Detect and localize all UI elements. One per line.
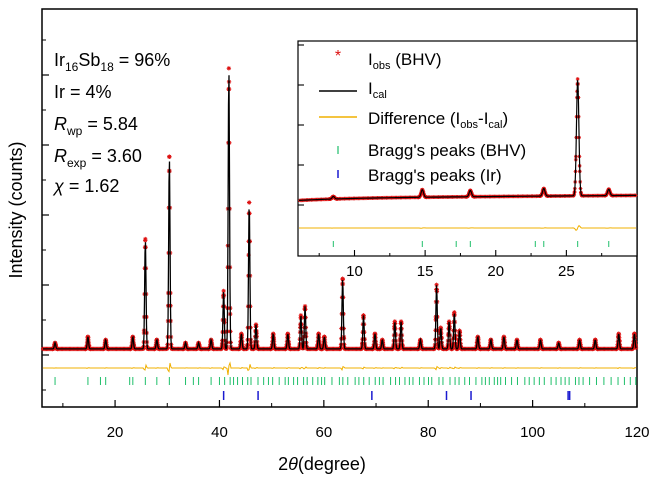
- legend-label-difference: Difference (Iobs-Ical): [368, 109, 508, 131]
- inset-bragg-ticks: [332, 241, 610, 247]
- x-tick-label: 20: [107, 424, 124, 441]
- x-tick-label: 40: [211, 424, 228, 441]
- legend-label-calculated: Ical: [368, 79, 387, 101]
- x-tick-label: 80: [420, 424, 437, 441]
- observed-point: [167, 154, 172, 159]
- difference-line: [43, 361, 637, 376]
- observed-point: [340, 276, 345, 281]
- legend-entry-observed: * Iobs (BHV): [335, 48, 442, 72]
- main-x-tick-labels: 20 40 60 80 100 120: [107, 424, 650, 441]
- phase-fraction-ir: Ir = 4%: [54, 82, 112, 102]
- legend-entry-difference: Difference (Iobs-Ical): [319, 109, 508, 131]
- inset-x-tick-label: 15: [417, 263, 434, 280]
- observed-point: [434, 282, 439, 288]
- x-tick-label: 120: [624, 424, 649, 441]
- stat-rwp: Rwp = 5.84: [54, 114, 138, 138]
- stat-rexp: Rexp = 3.60: [54, 146, 142, 170]
- legend-label-bragg-ir: Bragg's peaks (Ir): [368, 166, 502, 185]
- observed-point: [143, 236, 148, 242]
- x-tick-label: 60: [315, 424, 332, 441]
- legend-marker-observed: *: [335, 48, 341, 65]
- inset-axis-ticks: [298, 44, 603, 256]
- inset-calculated-line: [299, 80, 636, 201]
- observed-point: [226, 66, 232, 71]
- main-axis-ticks: [42, 39, 638, 407]
- legend-entry-bragg-bhv: Bragg's peaks (BHV): [337, 141, 526, 160]
- y-axis-title: Intensity (counts): [6, 141, 26, 278]
- inset-x-tick-labels: 10 15 20 25: [346, 263, 575, 280]
- x-tick-label: 100: [520, 424, 545, 441]
- stat-chi: χ = 1.62: [52, 176, 119, 196]
- calculated-line: [43, 75, 637, 351]
- inset-x-tick-label: 20: [487, 263, 504, 280]
- observed-point: [302, 304, 308, 309]
- observed-point: [452, 310, 457, 315]
- main-calculated-curve: [43, 75, 637, 351]
- main-difference-curve: [43, 361, 637, 376]
- legend-entry-calculated: Ical: [319, 79, 387, 101]
- inset-difference-curve: [299, 224, 636, 231]
- x-axis-title: 2θ(degree): [278, 454, 366, 474]
- legend-label-observed: Iobs (BHV): [368, 50, 441, 72]
- inset-x-tick-label: 10: [346, 263, 363, 280]
- inset-plot-frame: [297, 40, 638, 257]
- observed-point: [221, 288, 226, 294]
- inset-legend: * Iobs (BHV) Ical Difference (Iobs-Ical)…: [319, 48, 526, 185]
- inset-x-tick-label: 25: [558, 263, 575, 280]
- legend-label-bragg-bhv: Bragg's peaks (BHV): [368, 141, 526, 160]
- observed-point: [361, 313, 366, 318]
- inset-observed-point: [575, 77, 580, 81]
- phase-fraction-ir16sb18: Ir16Sb18 = 96%: [54, 50, 170, 74]
- inset-calculated-curve: [299, 80, 636, 201]
- inset-difference-line: [299, 224, 636, 231]
- legend-entry-bragg-ir: Bragg's peaks (Ir): [337, 166, 502, 185]
- observed-point: [247, 200, 252, 205]
- main-bragg-ticks: [54, 377, 637, 400]
- observed-point: [298, 313, 304, 318]
